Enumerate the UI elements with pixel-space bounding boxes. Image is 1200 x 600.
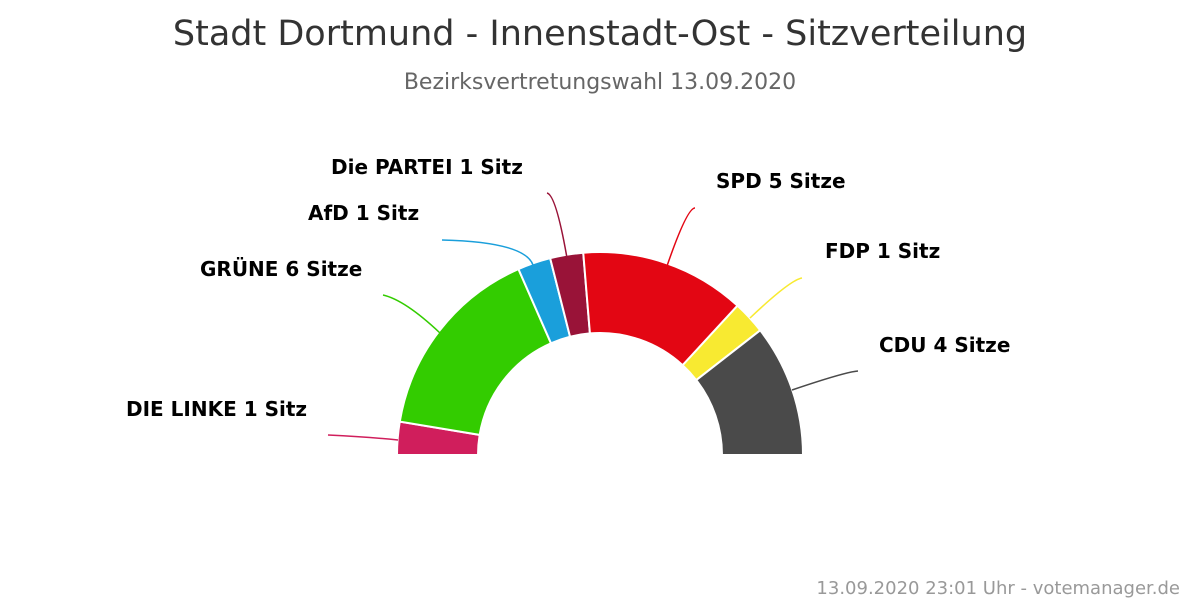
label-spd: SPD 5 Sitze [716,169,846,193]
connector-afd [441,239,534,266]
label-afd: AfD 1 Sitz [308,201,419,225]
connector-cdu [791,370,859,391]
label-die-partei: Die PARTEI 1 Sitz [331,155,523,179]
credits: 13.09.2020 23:01 Uhr - votemanager.de [816,578,1180,599]
connector-gruene [382,294,441,334]
label-cdu: CDU 4 Sitze [879,333,1010,357]
label-gruene: GRÜNE 6 Sitze [200,257,362,281]
connector-die-linke [327,434,399,441]
connector-spd [666,207,696,267]
chart-subtitle: Bezirksvertretungswahl 13.09.2020 [403,70,797,95]
slice-cdu[interactable] [694,328,805,456]
label-die-linke: DIE LINKE 1 Sitz [126,397,307,421]
connector-fdp [749,277,803,319]
label-fdp: FDP 1 Sitz [825,239,940,263]
chart-title: Stadt Dortmund - Innenstadt-Ost - Sitzve… [172,14,1028,54]
connector-die-partei [546,192,568,259]
